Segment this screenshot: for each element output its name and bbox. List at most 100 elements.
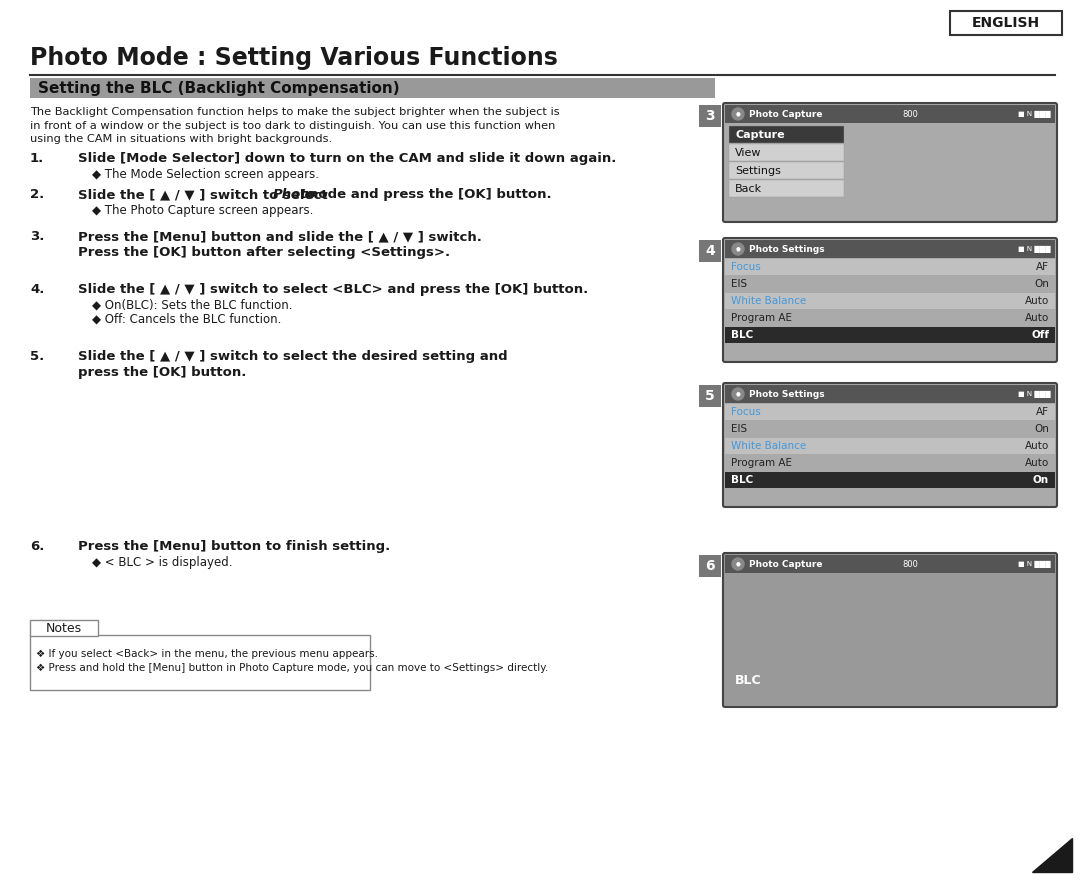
Text: ●: ● — [735, 392, 741, 397]
Text: View: View — [735, 148, 761, 158]
FancyBboxPatch shape — [723, 383, 1057, 507]
Text: EIS: EIS — [731, 424, 747, 434]
Text: Off: Off — [1031, 330, 1049, 340]
Bar — [729, 144, 843, 161]
Text: Auto: Auto — [1025, 458, 1049, 468]
Text: ❖ If you select <Back> in the menu, the previous menu appears.: ❖ If you select <Back> in the menu, the … — [36, 649, 378, 659]
Text: ●: ● — [735, 112, 741, 116]
Bar — [725, 240, 1055, 258]
Text: Auto: Auto — [1025, 296, 1049, 306]
Bar — [725, 293, 1055, 309]
Text: Program AE: Program AE — [731, 313, 792, 323]
Text: AF: AF — [1036, 407, 1049, 417]
Text: ■ N ███: ■ N ███ — [1017, 561, 1050, 568]
Text: using the CAM in situations with bright backgrounds.: using the CAM in situations with bright … — [30, 134, 333, 144]
Circle shape — [732, 243, 744, 255]
Circle shape — [732, 558, 744, 570]
Text: 69: 69 — [1051, 853, 1069, 866]
Text: BLC: BLC — [731, 475, 753, 485]
Bar — [725, 555, 1055, 573]
Text: ●: ● — [735, 246, 741, 252]
Bar — [725, 472, 1055, 488]
Bar — [950, 11, 1062, 35]
Bar — [30, 620, 98, 636]
Text: 800: 800 — [902, 560, 918, 568]
Text: Slide [Mode Selector] down to turn on the CAM and slide it down again.: Slide [Mode Selector] down to turn on th… — [78, 152, 617, 165]
Text: Program AE: Program AE — [731, 458, 792, 468]
Text: Focus: Focus — [731, 262, 760, 272]
Text: 4.: 4. — [30, 283, 44, 296]
Text: ■ N ███: ■ N ███ — [1017, 110, 1050, 118]
Text: On: On — [1032, 475, 1049, 485]
Text: EIS: EIS — [731, 279, 747, 289]
Bar — [725, 327, 1055, 343]
Text: ■ N ███: ■ N ███ — [1017, 246, 1050, 253]
Text: BLC: BLC — [731, 330, 753, 340]
Bar — [725, 276, 1055, 292]
Text: White Balance: White Balance — [731, 441, 807, 451]
Circle shape — [732, 388, 744, 400]
Text: Photo Settings: Photo Settings — [750, 245, 825, 253]
Text: 6: 6 — [705, 559, 715, 573]
Text: 6.: 6. — [30, 540, 44, 553]
Text: Focus: Focus — [731, 407, 760, 417]
Bar — [30, 635, 370, 690]
Text: ◆ The Photo Capture screen appears.: ◆ The Photo Capture screen appears. — [92, 204, 313, 217]
Text: mode and press the [OK] button.: mode and press the [OK] button. — [300, 188, 552, 201]
Bar — [725, 385, 1055, 403]
Text: White Balance: White Balance — [731, 296, 807, 306]
Text: On: On — [1035, 279, 1049, 289]
Text: Photo: Photo — [272, 188, 316, 201]
Bar — [725, 455, 1055, 471]
Text: ◆ < BLC > is displayed.: ◆ < BLC > is displayed. — [92, 556, 232, 569]
Text: ◆ The Mode Selection screen appears.: ◆ The Mode Selection screen appears. — [92, 168, 319, 181]
Text: 3.: 3. — [30, 230, 44, 243]
Text: ◆ Off: Cancels the BLC function.: ◆ Off: Cancels the BLC function. — [92, 313, 282, 326]
Text: Settings: Settings — [735, 166, 781, 176]
Bar — [725, 404, 1055, 420]
Bar — [699, 385, 721, 407]
Text: 800: 800 — [902, 109, 918, 119]
Bar — [725, 105, 1055, 123]
Text: Slide the [ ▲ / ▼ ] switch to select: Slide the [ ▲ / ▼ ] switch to select — [78, 188, 333, 201]
FancyBboxPatch shape — [723, 553, 1057, 707]
Text: BLC: BLC — [735, 674, 761, 687]
Text: Photo Settings: Photo Settings — [750, 390, 825, 399]
Text: ENGLISH: ENGLISH — [972, 16, 1040, 30]
FancyBboxPatch shape — [723, 238, 1057, 362]
Text: Notes: Notes — [46, 621, 82, 634]
Text: The Backlight Compensation function helps to make the subject brighter when the : The Backlight Compensation function help… — [30, 107, 559, 117]
Text: 5.: 5. — [30, 350, 44, 363]
Text: Press the [Menu] button to finish setting.: Press the [Menu] button to finish settin… — [78, 540, 390, 553]
Text: 1.: 1. — [30, 152, 44, 165]
Text: Auto: Auto — [1025, 441, 1049, 451]
FancyBboxPatch shape — [723, 103, 1057, 222]
Bar — [725, 421, 1055, 437]
Bar — [725, 310, 1055, 326]
Text: Slide the [ ▲ / ▼ ] switch to select <BLC> and press the [OK] button.: Slide the [ ▲ / ▼ ] switch to select <BL… — [78, 283, 589, 296]
Text: Auto: Auto — [1025, 313, 1049, 323]
Bar — [725, 438, 1055, 454]
Text: Photo Capture: Photo Capture — [750, 109, 823, 119]
Text: ❖ Press and hold the [Menu] button in Photo Capture mode, you can move to <Setti: ❖ Press and hold the [Menu] button in Ph… — [36, 663, 549, 673]
Text: 2.: 2. — [30, 188, 44, 201]
Text: ■ N ███: ■ N ███ — [1017, 391, 1050, 398]
Text: Photo Mode : Setting Various Functions: Photo Mode : Setting Various Functions — [30, 46, 558, 70]
Bar — [699, 555, 721, 577]
Text: 3: 3 — [705, 109, 715, 123]
Text: AF: AF — [1036, 262, 1049, 272]
Text: Press the [Menu] button and slide the [ ▲ / ▼ ] switch.: Press the [Menu] button and slide the [ … — [78, 230, 482, 243]
Circle shape — [732, 108, 744, 120]
Bar — [699, 105, 721, 127]
Text: ◆ On(BLC): Sets the BLC function.: ◆ On(BLC): Sets the BLC function. — [92, 299, 293, 312]
Text: Back: Back — [735, 184, 762, 194]
Text: in front of a window or the subject is too dark to distinguish. You can use this: in front of a window or the subject is t… — [30, 121, 555, 130]
Text: ●: ● — [735, 561, 741, 567]
Text: 4: 4 — [705, 244, 715, 258]
Text: On: On — [1035, 424, 1049, 434]
Text: 5: 5 — [705, 389, 715, 403]
Text: Photo Capture: Photo Capture — [750, 560, 823, 568]
Text: Setting the BLC (Backlight Compensation): Setting the BLC (Backlight Compensation) — [38, 80, 400, 96]
Bar — [30, 78, 715, 98]
Bar — [729, 162, 843, 179]
